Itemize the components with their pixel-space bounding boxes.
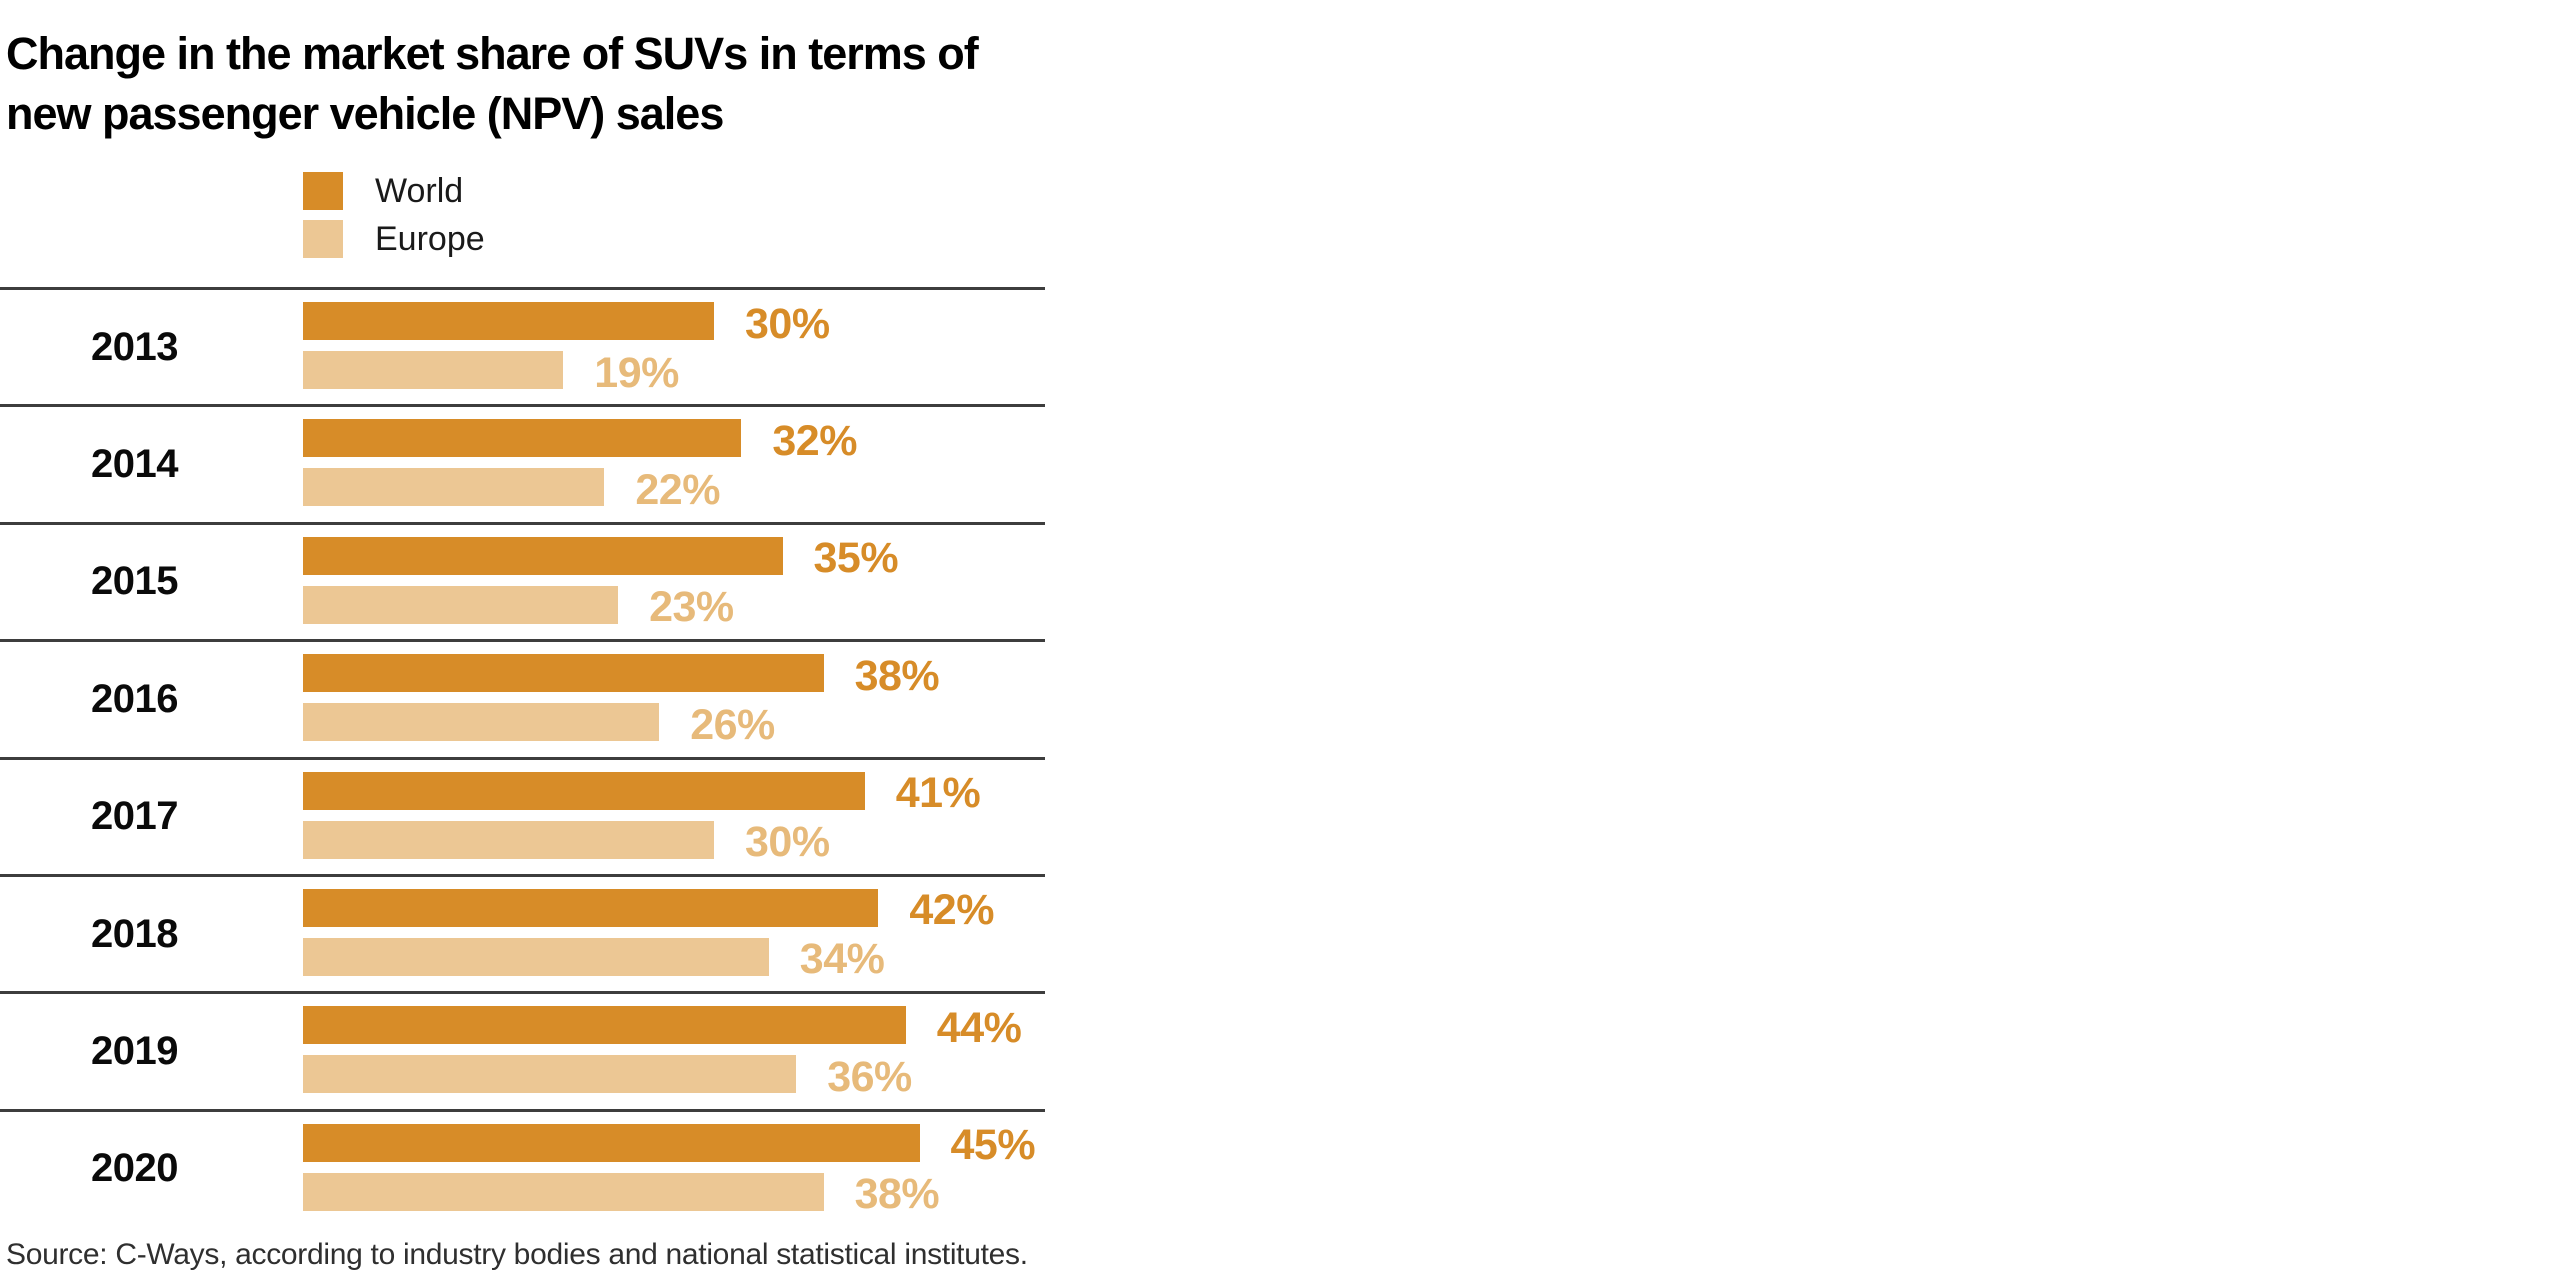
year-label: 2020 [91,1146,178,1191]
world-bar-line: 42% [303,886,994,934]
source-note: Source: C-Ways, according to industry bo… [6,1238,1028,1271]
year-label: 2019 [91,1029,178,1074]
row-bars: 44% 36% [303,1004,1022,1104]
europe-bar [303,468,605,507]
world-bar-line: 44% [303,1004,1022,1052]
europe-value-label: 22% [635,465,720,514]
legend-item-world: World [303,172,485,210]
world-bar [303,302,714,340]
chart-row-2020: 2020 45% 38% [0,1108,1045,1226]
world-value-label: 35% [813,534,899,583]
chart-row-2013: 2013 30% 19% [0,287,1045,404]
year-label: 2014 [91,442,178,487]
europe-value-label: 30% [745,818,830,867]
year-label: 2016 [91,676,178,721]
europe-bar-line: 34% [303,935,994,983]
legend-label-world: World [375,171,464,210]
europe-color-swatch [303,220,343,258]
world-value-label: 42% [909,886,994,935]
row-bars: 41% 30% [303,769,981,870]
world-color-swatch [303,172,343,210]
europe-value-label: 36% [827,1052,912,1101]
chart-row-2015: 2015 35% 23% [0,521,1045,639]
europe-bar [303,703,660,742]
chart-row-2017: 2017 41% 30% [0,756,1045,874]
row-bars: 32% 22% [303,417,857,517]
chart-title-line2: new passenger vehicle (NPV) sales [6,88,724,140]
world-bar-line: 32% [303,417,857,465]
legend-label-europe: Europe [375,219,485,258]
world-bar [303,1123,920,1162]
world-value-label: 44% [936,1003,1022,1052]
europe-value-label: 38% [854,1170,940,1219]
europe-bar [303,1055,797,1094]
europe-value-label: 19% [594,348,679,397]
world-bar-line: 45% [303,1121,1036,1169]
world-bar-line: 38% [303,652,940,700]
world-bar-line: 35% [303,534,899,582]
world-bar [303,888,879,927]
world-bar [303,1006,906,1045]
world-value-label: 45% [950,1121,1036,1170]
europe-bar [303,585,619,624]
row-bars: 35% 23% [303,534,899,635]
europe-bar [303,820,714,859]
world-bar [303,654,824,693]
europe-bar-line: 22% [303,466,857,514]
chart-title: Change in the market share of SUVs in te… [6,24,979,144]
world-value-label: 32% [772,416,857,465]
europe-bar-line: 19% [303,349,830,397]
chart-row-2014: 2014 32% 22% [0,404,1045,521]
europe-bar-line: 36% [303,1053,1021,1101]
world-value-label: 30% [745,299,830,348]
chart-row-2016: 2016 38% 26% [0,639,1045,756]
europe-bar [303,937,769,976]
world-value-label: 41% [895,769,981,818]
year-label: 2013 [91,324,178,369]
europe-bar-line: 30% [303,818,980,866]
europe-value-label: 26% [690,700,775,749]
row-bars: 45% 38% [303,1121,1036,1222]
europe-bar [303,1172,824,1211]
europe-bar-line: 23% [303,583,898,631]
world-value-label: 38% [854,651,940,700]
chart-row-2018: 2018 42% 34% [0,873,1045,991]
chart-title-line1: Change in the market share of SUVs in te… [6,28,979,80]
world-bar [303,536,783,575]
legend: World Europe [303,172,485,268]
world-bar-line: 41% [303,769,981,817]
row-bars: 38% 26% [303,652,940,752]
bar-chart: 2013 30% 19% 2014 32% 22% 2015 35% 23% 2016 38% 26%… [0,287,1045,1226]
europe-bar-line: 26% [303,701,939,749]
world-bar [303,419,742,458]
row-bars: 30% 19% [303,300,830,400]
world-bar [303,771,865,810]
europe-value-label: 23% [649,583,734,632]
europe-value-label: 34% [799,935,885,984]
row-bars: 42% 34% [303,886,994,987]
year-label: 2015 [91,559,178,604]
chart-row-2019: 2019 44% 36% [0,991,1045,1108]
year-label: 2018 [91,911,178,956]
year-label: 2017 [91,794,178,839]
europe-bar [303,351,564,389]
world-bar-line: 30% [303,300,830,348]
legend-item-europe: Europe [303,220,485,258]
europe-bar-line: 38% [303,1170,1035,1218]
